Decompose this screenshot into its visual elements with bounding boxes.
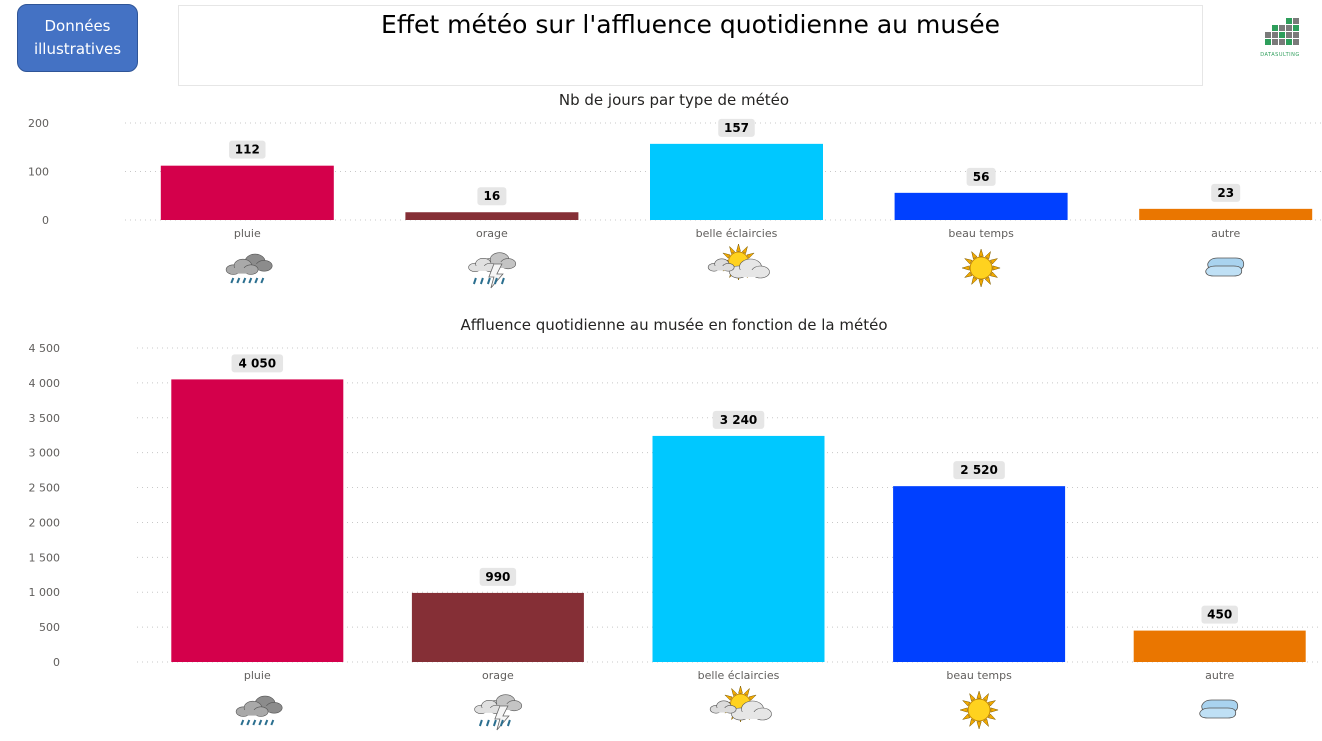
category-label: orage <box>476 227 508 240</box>
category-label: beau temps <box>946 669 1012 682</box>
grid-logo-icon <box>1265 18 1299 45</box>
bar[interactable] <box>893 486 1066 662</box>
days-per-weather-svg: Nb de jours par type de météo 0 100 200 112 p… <box>28 91 1322 289</box>
bar[interactable] <box>411 592 584 662</box>
y-tick-label: 1 500 <box>29 551 61 564</box>
sun-icon <box>959 690 999 730</box>
data-label-bg <box>953 461 1005 480</box>
y-tick-label: 0 <box>53 656 60 669</box>
logo-text: DATASULTING <box>1260 52 1300 58</box>
chart-title: Nb de jours par type de météo <box>559 91 789 109</box>
sun-cloud-icon <box>709 685 772 723</box>
bar[interactable] <box>160 165 334 220</box>
attendance-per-weather-svg: Affluence quotidienne au musée en foncti… <box>29 316 1322 731</box>
category-label: autre <box>1211 227 1240 240</box>
y-tick-label: 2 000 <box>29 516 61 529</box>
sun-icon <box>961 248 1001 288</box>
cloud-icon <box>1199 699 1239 719</box>
data-label: 23 <box>1217 186 1234 200</box>
data-label: 112 <box>235 143 260 157</box>
bar[interactable] <box>405 212 579 220</box>
rain-cloud-icon <box>235 695 283 726</box>
data-label: 4 050 <box>239 356 277 370</box>
category-label: autre <box>1205 669 1234 682</box>
data-label: 157 <box>724 121 749 135</box>
category-label: pluie <box>244 669 271 682</box>
y-tick-label: 200 <box>28 117 49 130</box>
days-per-weather-chart: Nb de jours par type de météo 0 100 200 112 p… <box>0 88 1322 298</box>
storm-cloud-icon <box>468 252 517 289</box>
category-label: orage <box>482 669 514 682</box>
data-label: 16 <box>484 189 501 203</box>
data-label-bg <box>966 167 996 186</box>
page-title: Effet météo sur l'affluence quotidienne … <box>381 10 1000 39</box>
y-tick-label: 2 500 <box>29 482 61 495</box>
category-label: pluie <box>234 227 261 240</box>
data-label: 450 <box>1207 608 1232 622</box>
y-tick-label: 4 500 <box>29 342 61 355</box>
y-tick-label: 3 000 <box>29 447 61 460</box>
y-tick-label: 4 000 <box>29 377 61 390</box>
bar[interactable] <box>894 192 1068 220</box>
data-label: 56 <box>973 170 990 184</box>
bar[interactable] <box>650 143 823 220</box>
y-tick-label: 500 <box>39 621 60 634</box>
attendance-per-weather-chart: Affluence quotidienne au musée en foncti… <box>0 313 1322 741</box>
data-label-bg <box>718 118 755 137</box>
data-label: 3 240 <box>720 413 758 427</box>
data-label-bg <box>477 187 507 206</box>
data-label-bg <box>1201 605 1238 624</box>
category-label: beau temps <box>948 227 1014 240</box>
category-label: belle éclaircies <box>696 227 778 240</box>
chart-title: Affluence quotidienne au musée en foncti… <box>460 316 887 334</box>
cloud-icon <box>1205 257 1245 277</box>
rain-cloud-icon <box>225 253 273 284</box>
bar[interactable] <box>171 379 344 662</box>
y-tick-label: 3 500 <box>29 412 61 425</box>
data-label: 990 <box>485 570 510 584</box>
y-tick-label: 1 000 <box>29 586 61 599</box>
y-tick-label: 100 <box>28 166 49 179</box>
y-tick-label: 0 <box>42 214 49 227</box>
storm-cloud-icon <box>474 694 523 731</box>
sun-cloud-icon <box>707 243 770 281</box>
bar[interactable] <box>652 435 825 662</box>
data-label-bg <box>229 140 266 159</box>
bar[interactable] <box>1139 208 1313 220</box>
category-label: belle éclaircies <box>698 669 780 682</box>
bar[interactable] <box>1133 630 1306 662</box>
title-box: Effet météo sur l'affluence quotidienne … <box>178 5 1203 86</box>
data-label-bg <box>1211 183 1241 202</box>
data-label: 2 520 <box>960 463 998 477</box>
illustrative-data-badge[interactable]: Données illustratives <box>17 4 138 72</box>
data-label-bg <box>479 567 517 586</box>
data-label-bg <box>231 354 284 373</box>
data-label-bg <box>712 410 765 429</box>
